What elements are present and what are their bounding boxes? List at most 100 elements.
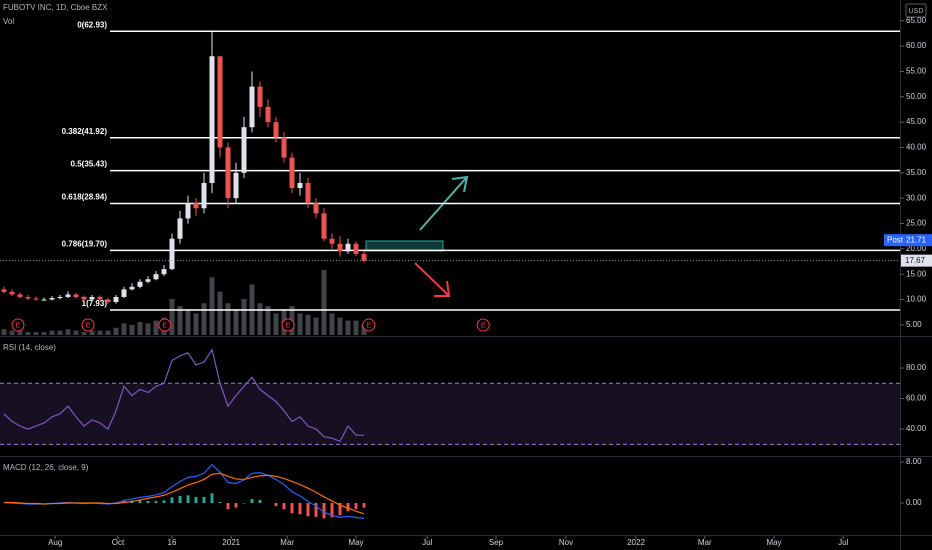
- candle-body: [113, 296, 119, 303]
- volume-bar: [209, 277, 215, 335]
- histogram-bar: [242, 503, 246, 504]
- x-tick-label: Jul: [838, 538, 848, 547]
- earnings-label: E: [366, 322, 371, 329]
- candle-body: [169, 238, 175, 270]
- volume-bar: [105, 330, 111, 335]
- candle-body: [225, 147, 231, 199]
- volume-bar: [57, 330, 63, 335]
- y-tick-label: 80.00: [906, 363, 927, 372]
- candle-body: [321, 213, 327, 239]
- candle-body: [97, 296, 103, 300]
- histogram-bar: [258, 499, 262, 504]
- candle-body: [297, 182, 303, 189]
- candle-body: [41, 299, 47, 301]
- candle-body: [177, 218, 183, 239]
- histogram-bar: [218, 501, 222, 504]
- x-tick-label: 16: [168, 538, 177, 547]
- fib-label: 0.618(28.94): [62, 193, 108, 202]
- earnings-label: E: [162, 322, 167, 329]
- volume-bar: [217, 291, 223, 335]
- y-tick-label: 25.00: [906, 219, 927, 228]
- candle-body: [329, 238, 335, 244]
- candle-body: [361, 253, 367, 261]
- candle-body: [353, 243, 359, 254]
- volume-bar: [313, 317, 319, 335]
- volume-bar: [305, 314, 311, 335]
- volume-bar: [297, 313, 303, 335]
- fib-label: 0.5(35.43): [71, 160, 108, 169]
- candle-body: [233, 172, 239, 199]
- y-tick-label: 60.00: [906, 41, 927, 50]
- candle-body: [153, 274, 159, 280]
- candle-body: [273, 122, 279, 138]
- histogram-bar: [250, 498, 254, 504]
- volume-bar: [73, 330, 79, 335]
- earnings-label: E: [16, 322, 21, 329]
- candle-body: [145, 279, 151, 282]
- candle-body: [241, 127, 247, 173]
- symbol-title: FUBOTV INC, 1D, Cboe BZX: [3, 3, 108, 12]
- down-arrow: [414, 262, 449, 296]
- y-tick-label: 55.00: [906, 67, 927, 76]
- volume-bar: [41, 332, 47, 335]
- histogram-bar: [346, 503, 350, 512]
- earnings-label: E: [286, 322, 291, 329]
- y-tick-label: 30.00: [906, 193, 927, 202]
- down-arrow-head: [434, 280, 451, 297]
- y-tick-label: 40.00: [906, 424, 927, 433]
- y-tick-label: 45.00: [906, 117, 927, 126]
- volume-bar: [17, 330, 23, 335]
- candle-body: [89, 296, 95, 300]
- volume-bar: [145, 323, 151, 335]
- x-tick-label: Mar: [698, 538, 712, 547]
- volume-bar: [113, 327, 119, 335]
- volume-bar: [241, 298, 247, 335]
- volume-bar: [121, 323, 127, 335]
- post-price-value: 21.71: [906, 235, 927, 244]
- pane-title: RSI (14, close): [3, 343, 56, 352]
- volume-bar: [177, 306, 183, 335]
- candle-body: [185, 203, 191, 219]
- candle-body: [161, 269, 167, 275]
- candle-body: [25, 296, 31, 299]
- x-tick-label: Aug: [48, 538, 62, 547]
- volume-bar: [265, 306, 271, 335]
- candle-body: [193, 203, 199, 209]
- candle-body: [33, 298, 39, 300]
- earnings-marker: [158, 318, 172, 332]
- candle-body: [313, 203, 319, 214]
- candle-body: [49, 298, 55, 300]
- y-tick-label: 35.00: [906, 168, 927, 177]
- band-fill: [0, 383, 900, 445]
- pane-title: MACD (12, 26, close, 9): [3, 463, 89, 472]
- histogram-bar: [290, 503, 294, 514]
- x-tick-label: 2021: [222, 538, 240, 547]
- candle-body: [201, 182, 207, 209]
- volume-bar: [49, 330, 55, 335]
- y-tick-label: 10.00: [906, 295, 927, 304]
- candle-body: [265, 106, 271, 123]
- volume-bar: [201, 303, 207, 335]
- histogram-bar: [362, 503, 366, 508]
- volume-bar: [233, 309, 239, 335]
- volume-bar: [129, 324, 135, 335]
- volume-bar: [321, 270, 327, 335]
- volume-bar: [153, 320, 159, 335]
- fib-label: 0.382(41.92): [62, 127, 108, 136]
- earnings-marker: [281, 318, 295, 332]
- candle-body: [305, 182, 311, 204]
- last-price-box: [901, 254, 932, 267]
- y-tick-label: 5.00: [906, 320, 922, 329]
- volume-bar: [9, 330, 15, 335]
- up-arrow-head: [451, 175, 469, 193]
- histogram-bar: [202, 496, 206, 504]
- volume-bar: [65, 329, 71, 335]
- post-price-box: [884, 234, 932, 247]
- candle-body: [1, 289, 7, 292]
- candle-body: [73, 294, 79, 297]
- indicator-line: [3, 463, 365, 519]
- y-tick-label: 0.00: [906, 498, 922, 507]
- volume-title: Vol: [3, 17, 14, 26]
- earnings-marker: [11, 318, 25, 332]
